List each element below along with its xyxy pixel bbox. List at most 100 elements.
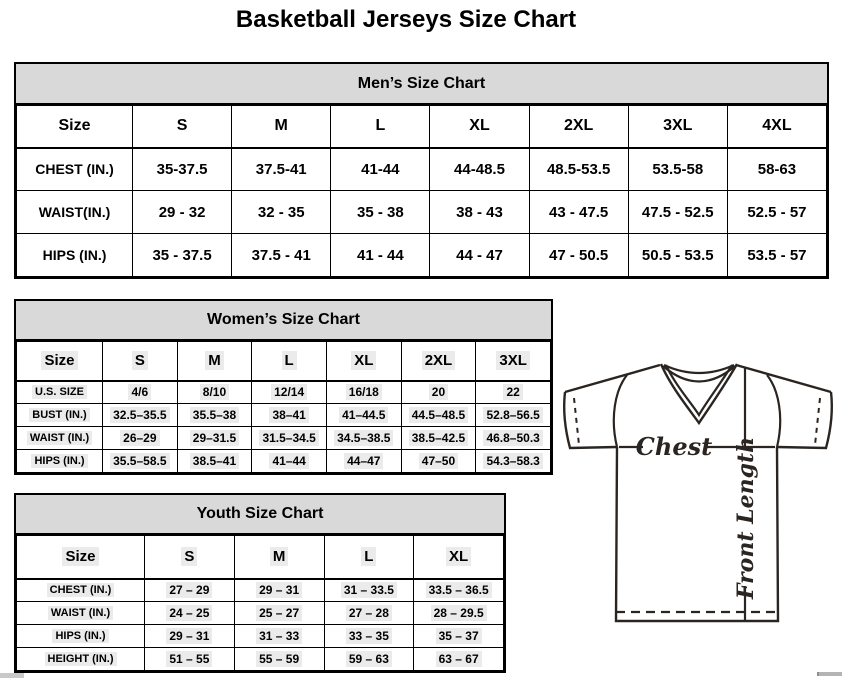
men-cell-text: 58-63 (757, 160, 797, 178)
women-cell-text: 12/14 (271, 384, 308, 401)
youth-cell: 25 – 27 (233, 601, 325, 625)
men-cell: 35-37.5 (131, 147, 233, 191)
women-col-header-l: L (251, 341, 327, 382)
youth-cell: 33.5 – 36.5 (413, 578, 504, 602)
women-table-row: BUST (IN.) 32.5–35.5 35.5–38 38–41 41–44.5 44… (16, 403, 551, 427)
men-cell-text: 29 - 32 (158, 203, 206, 221)
jersey-vneck-outer (659, 363, 739, 426)
women-col-header-xl: XL (325, 341, 402, 382)
women-table-row: U.S. SIZE 4/6 8/10 12/14 16/18 20 22 (16, 380, 551, 404)
men-cell-text: 41 - 44 (357, 246, 404, 264)
youth-cell: 59 – 63 (323, 647, 415, 671)
women-cell-text: 16/18 (345, 384, 382, 401)
women-cell-text: 38.5–42.5 (408, 430, 469, 446)
youth-size-header-row: Size S M L XL (16, 535, 504, 580)
women-table-row: WAIST (IN.) 26–29 29–31.5 31.5–34.5 34.5–38.… (16, 426, 551, 450)
youth-cell: 33 – 35 (323, 624, 415, 648)
men-table-row: WAIST(IN.) 29 - 32 32 - 35 35 - 38 38 - 43 43… (16, 190, 828, 234)
jersey-right-shoulder-line (735, 363, 832, 394)
youth-size-label: Size (16, 535, 145, 580)
youth-cell-text: 27 – 28 (345, 605, 392, 621)
women-cell-text: 4/6 (128, 384, 152, 401)
women-cell-text: 44.5–48.5 (408, 407, 469, 423)
men-row-label-text: HIPS (IN.) (42, 247, 107, 263)
youth-cell: 24 – 25 (144, 601, 235, 625)
women-cell: 52.8–56.5 (475, 403, 551, 427)
women-cell-text: 38.5–41 (189, 453, 240, 469)
men-cell: 38 - 43 (429, 190, 530, 234)
horizontal-scrollbar-fragment-right[interactable] (817, 672, 842, 676)
men-cell-text: 44 - 47 (456, 246, 503, 264)
youth-row-label: CHEST (IN.) (16, 578, 145, 602)
women-col-header-s: S (102, 341, 178, 382)
men-col-header-2xl: 2XL (528, 105, 629, 149)
womens-chart-header: Women’s Size Chart (16, 301, 551, 341)
men-table-row: HIPS (IN.) 35 - 37.5 37.5 - 41 41 - 44 44 - … (16, 233, 828, 277)
youth-size-chart-table: Youth Size Chart Size S M L XL CHEST (IN.) 27 … (14, 493, 506, 673)
women-col-header-s-text: S (131, 351, 148, 371)
youth-size-label-text: Size (62, 547, 99, 567)
women-cell-text: 35.5–38 (189, 407, 240, 423)
jersey-left-shoulder-line (564, 363, 661, 394)
women-row-label: HIPS (IN.) (16, 449, 103, 473)
men-cell-text: 52.5 - 57 (747, 203, 807, 221)
youth-row-label: HEIGHT (IN.) (16, 647, 145, 671)
women-cell: 8/10 (176, 380, 253, 404)
women-cell-text: 52.8–56.5 (483, 407, 543, 423)
women-cell: 16/18 (325, 380, 402, 404)
women-col-header-l-text: L (281, 351, 297, 371)
men-cell: 35 - 38 (330, 190, 431, 234)
women-size-label: Size (16, 341, 103, 382)
women-cell: 20 (400, 380, 477, 404)
youth-cell: 51 – 55 (144, 647, 235, 671)
jersey-body-outline (614, 446, 780, 623)
women-col-header-2xl-text: 2XL (421, 351, 456, 371)
men-cell: 52.5 - 57 (726, 190, 828, 234)
men-col-header-m: M (231, 105, 332, 149)
youth-table-row: HEIGHT (IN.) 51 – 55 55 – 59 59 – 63 63 – 67 (16, 647, 504, 671)
jersey-right-cuff-dashed-line (814, 397, 821, 446)
women-cell: 34.5–38.5 (325, 426, 402, 450)
youth-cell-text: 27 – 29 (166, 582, 213, 599)
men-row-label: CHEST (IN.) (16, 147, 133, 191)
horizontal-scrollbar-fragment-left[interactable] (0, 673, 24, 678)
women-size-label-text: Size (41, 351, 78, 371)
men-cell-text: 53.5 - 57 (747, 246, 807, 264)
youth-row-label-text: HIPS (IN.) (52, 629, 109, 643)
women-cell: 12/14 (251, 380, 327, 404)
women-row-label: U.S. SIZE (16, 380, 103, 404)
youth-cell-text: 59 – 63 (345, 651, 392, 667)
women-size-header-row: Size S M L XL 2XL 3XL (16, 341, 551, 382)
youth-cell-text: 33.5 – 36.5 (425, 582, 492, 599)
women-col-header-3xl-text: 3XL (496, 351, 530, 371)
men-cell: 48.5-53.5 (528, 147, 629, 191)
women-row-label: WAIST (IN.) (16, 426, 103, 450)
men-cell: 29 - 32 (131, 190, 233, 234)
men-col-header-xl: XL (429, 105, 530, 149)
men-cell: 58-63 (726, 147, 828, 191)
youth-row-label-text: WAIST (IN.) (47, 606, 114, 620)
men-cell-text: 37.5 - 41 (251, 246, 311, 264)
youth-col-header-s: S (144, 535, 235, 580)
jersey-vneck-inner (664, 364, 733, 418)
men-col-header-s: S (131, 105, 233, 149)
womens-chart-grid: Size S M L XL 2XL 3XL U.S. SIZE 4/6 8/10 12/14 16/1… (16, 341, 551, 473)
women-cell: 38.5–42.5 (400, 426, 477, 450)
men-cell-text: 43 - 47.5 (549, 203, 609, 221)
youth-cell-text: 63 – 67 (435, 651, 482, 667)
youth-cell: 27 – 28 (323, 601, 415, 625)
men-cell-text: 35-37.5 (156, 160, 208, 178)
women-cell-text: 47–50 (418, 453, 459, 469)
men-cell: 32 - 35 (231, 190, 332, 234)
youth-col-header-m-text: M (269, 547, 289, 567)
men-col-header-l-text: L (375, 117, 386, 135)
men-cell-text: 35 - 38 (357, 203, 404, 221)
men-col-header-3xl: 3XL (627, 105, 728, 149)
youth-row-label-text: CHEST (IN.) (46, 583, 115, 598)
women-cell-text: 41–44 (269, 453, 309, 469)
youth-cell-text: 55 – 59 (256, 651, 303, 667)
men-cell-text: 50.5 - 53.5 (641, 246, 714, 264)
women-cell-text: 54.3–58.3 (483, 453, 543, 469)
men-col-header-xl-text: XL (469, 117, 490, 135)
women-cell: 46.8–50.3 (475, 426, 551, 450)
